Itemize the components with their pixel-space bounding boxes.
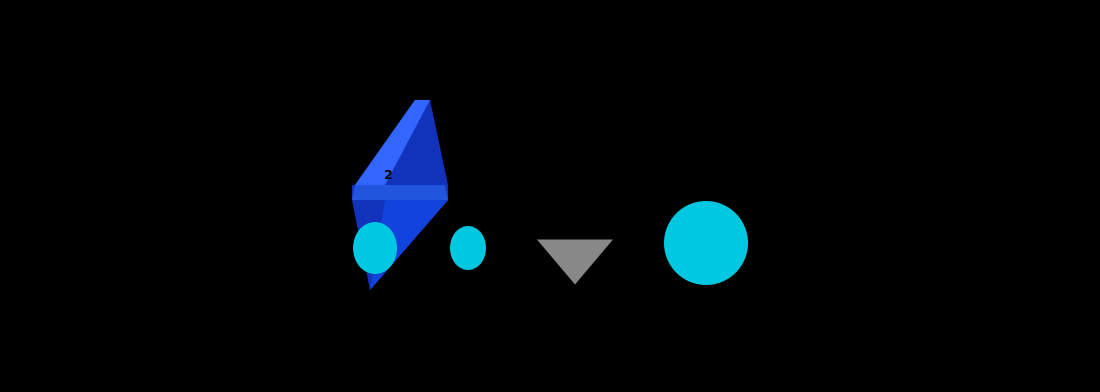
Ellipse shape (664, 201, 748, 285)
Polygon shape (352, 185, 448, 200)
Polygon shape (537, 240, 613, 285)
Polygon shape (352, 100, 448, 290)
Polygon shape (370, 200, 448, 290)
Ellipse shape (353, 222, 397, 274)
Text: 2: 2 (384, 169, 393, 181)
Polygon shape (355, 100, 430, 185)
Ellipse shape (450, 226, 486, 270)
